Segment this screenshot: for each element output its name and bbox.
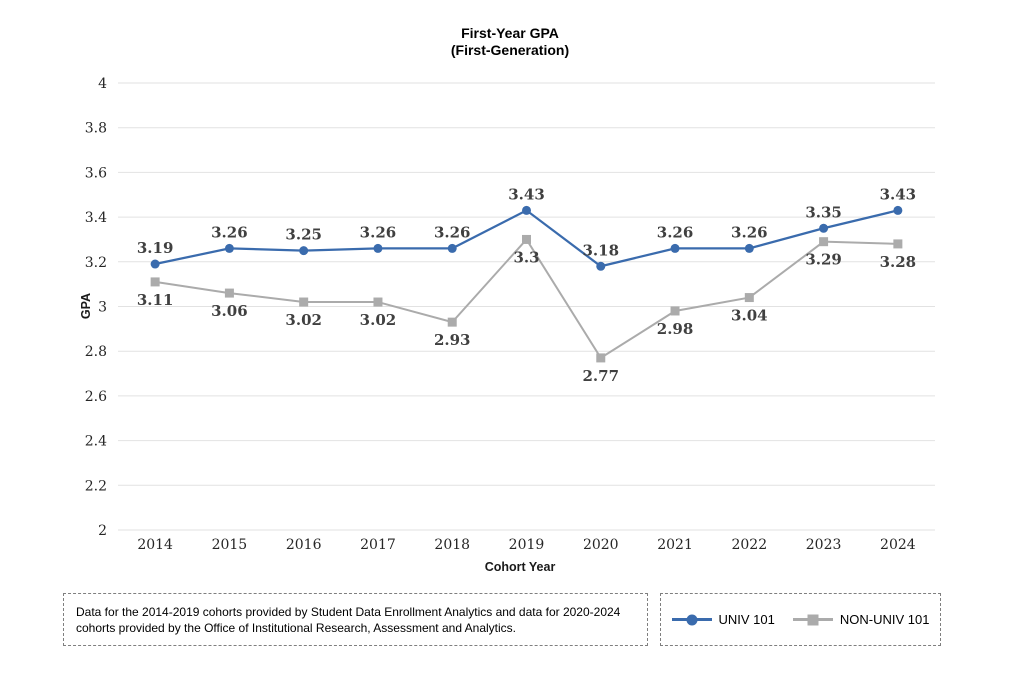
- x-tick-label: 2019: [509, 537, 545, 553]
- legend-label-non-univ-101: NON-UNIV 101: [839, 612, 930, 627]
- x-tick-label: 2017: [360, 537, 396, 553]
- data-point-marker: [670, 243, 680, 253]
- x-axis-title: Cohort Year: [485, 560, 556, 574]
- data-label: 3.26: [657, 223, 694, 241]
- legend-square-icon: [807, 614, 819, 625]
- data-point-marker: [893, 205, 903, 215]
- y-tick-label: 2.8: [85, 344, 107, 360]
- data-label: 3.43: [880, 185, 917, 203]
- x-tick-label: 2021: [657, 537, 693, 553]
- chart-legend: UNIV 101 NON-UNIV 101: [660, 593, 941, 646]
- data-point-marker: [819, 237, 829, 247]
- data-label: 3.06: [211, 302, 248, 320]
- x-tick-label: 2020: [583, 537, 619, 553]
- x-tick-label: 2024: [880, 537, 916, 553]
- y-tick-label: 3: [98, 300, 107, 316]
- legend-line-circle-marker: [671, 614, 712, 626]
- data-label: 3.26: [360, 223, 397, 241]
- data-point-marker: [373, 243, 383, 253]
- source-note-box: Data for the 2014-2019 cohorts provided …: [63, 593, 648, 646]
- data-label: 3.26: [731, 223, 768, 241]
- y-tick-label: 2: [98, 523, 107, 539]
- legend-line-square-marker: [792, 614, 833, 626]
- data-point-marker: [819, 223, 829, 233]
- data-point-marker: [150, 259, 160, 269]
- y-tick-label: 4: [98, 76, 107, 92]
- data-label: 3.26: [211, 223, 248, 241]
- data-label: 2.93: [434, 331, 471, 349]
- chart-title-line-1: First-Year GPA: [461, 25, 559, 41]
- data-label: 3.29: [805, 251, 842, 269]
- legend-item-non-univ-101: NON-UNIV 101: [792, 612, 930, 627]
- legend-label-univ-101: UNIV 101: [718, 612, 775, 627]
- data-point-marker: [224, 243, 234, 253]
- data-label: 2.98: [657, 320, 694, 338]
- data-point-marker: [893, 239, 903, 249]
- y-tick-label: 2.6: [85, 389, 107, 405]
- data-label: 3.02: [285, 311, 322, 329]
- x-tick-label: 2015: [212, 537, 248, 553]
- data-point-marker: [447, 243, 457, 253]
- source-note-text: Data for the 2014-2019 cohorts provided …: [76, 604, 621, 635]
- y-tick-label: 3.2: [85, 255, 107, 271]
- data-point-marker: [373, 297, 383, 307]
- data-label: 3.04: [731, 307, 768, 325]
- data-point-marker: [670, 306, 680, 316]
- data-label: 2.77: [582, 367, 619, 385]
- x-tick-label: 2016: [286, 537, 322, 553]
- data-label: 3.43: [508, 185, 545, 203]
- data-point-marker: [744, 293, 754, 303]
- legend-circle-icon: [686, 614, 698, 625]
- data-label: 3.26: [434, 223, 471, 241]
- data-point-marker: [522, 234, 531, 244]
- data-point-marker: [596, 261, 606, 271]
- data-point-marker: [299, 297, 309, 307]
- data-label: 3.19: [137, 239, 174, 257]
- data-point-marker: [744, 243, 754, 253]
- data-point-marker: [596, 353, 606, 363]
- data-label: 3.18: [582, 241, 619, 259]
- data-point-marker: [150, 277, 160, 287]
- data-label: 3.11: [137, 291, 174, 309]
- x-tick-label: 2014: [137, 537, 173, 553]
- data-label: 3.3: [513, 248, 539, 266]
- data-point-marker: [447, 317, 457, 327]
- data-point-marker: [299, 246, 309, 256]
- y-tick-label: 2.2: [85, 478, 107, 494]
- y-tick-label: 3.8: [85, 121, 107, 137]
- data-point-marker: [522, 205, 531, 215]
- data-label: 3.02: [360, 311, 397, 329]
- data-label: 3.25: [285, 226, 322, 244]
- x-tick-label: 2022: [731, 537, 767, 553]
- chart-title-line-2: (First-Generation): [451, 42, 569, 58]
- data-point-marker: [224, 288, 234, 298]
- y-tick-label: 3.6: [85, 165, 107, 181]
- gpa-line-chart: 2 2.2 2.4 2.6 2.8 3 3.2 3.4 3.6 3.8 4 2014 2015 2016 2…: [79, 25, 935, 574]
- x-tick-label: 2018: [434, 537, 470, 553]
- x-tick-label: 2023: [806, 537, 842, 553]
- y-tick-label: 2.4: [85, 434, 107, 450]
- data-label: 3.35: [805, 203, 842, 221]
- y-axis-title: GPA: [79, 293, 93, 319]
- legend-item-univ-101: UNIV 101: [671, 612, 775, 627]
- data-label: 3.28: [880, 253, 917, 271]
- y-tick-label: 3.4: [85, 210, 107, 226]
